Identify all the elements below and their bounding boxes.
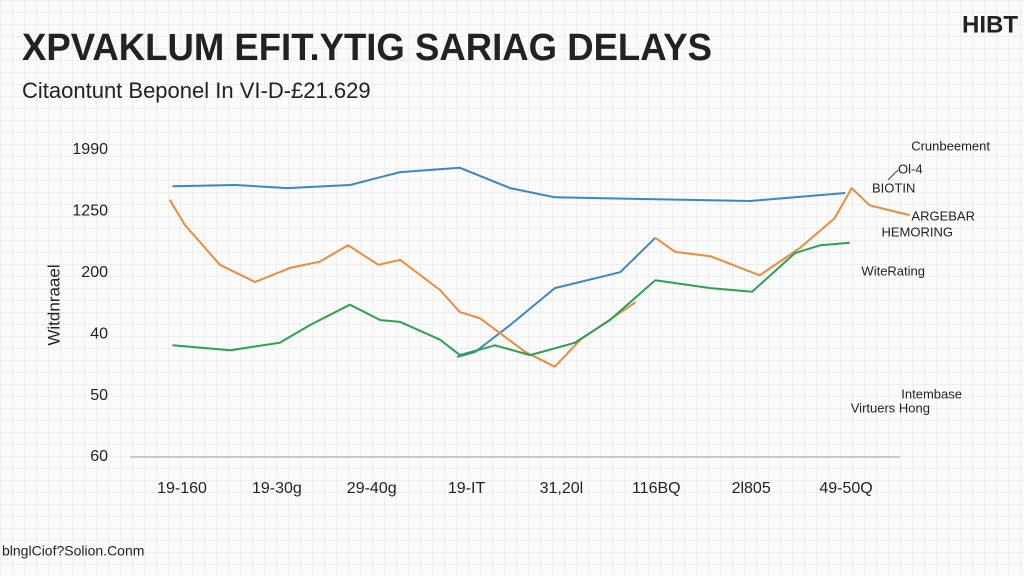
y-axis-label: Witdnraael (44, 264, 63, 345)
line (172, 166, 846, 358)
line (168, 187, 910, 368)
annotation: ARGEBAR (911, 208, 975, 223)
line (172, 241, 850, 357)
x-tick-label: 19-160 (157, 480, 207, 497)
annotation: WiteRating (861, 263, 925, 278)
x-tick-label: 31,20l (540, 480, 584, 497)
y-tick-label: 60 (90, 448, 108, 465)
annotation: Crunbeement (911, 138, 990, 153)
brand: HIBT (962, 11, 1018, 38)
x-tick-label: 2l805 (732, 480, 771, 497)
y-tick-label: 50 (90, 387, 108, 404)
y-tick-label: 1990 (72, 141, 108, 158)
pointer (887, 169, 899, 181)
annotation: Intembase (901, 386, 962, 401)
annotation: HEMORING (882, 224, 954, 239)
annotation: BIOTIN (872, 180, 915, 195)
y-tick-label: 40 (90, 325, 108, 342)
footer: blnglCiof?Solion.Conm (2, 543, 144, 559)
chart-title: XPVAKLUM EFIT.YTIG SARIAG DELAYS (22, 27, 712, 69)
y-tick-label: 1250 (72, 203, 108, 220)
annotation: Ol-4 (898, 161, 923, 176)
x-tick-label: 116BQ (632, 480, 681, 497)
y-tick-label: 200 (81, 264, 108, 281)
x-tick-label: 29-40g (347, 480, 397, 497)
x-tick-label: 49-50Q (819, 480, 872, 497)
chart-subtitle: Citaontunt Beponel In VI-D-£21.629 (22, 78, 371, 103)
x-tick-label: 19-30g (252, 480, 302, 497)
annotation: Virtuers Hong (851, 400, 930, 415)
x-tick-label: 19-IT (448, 480, 486, 497)
